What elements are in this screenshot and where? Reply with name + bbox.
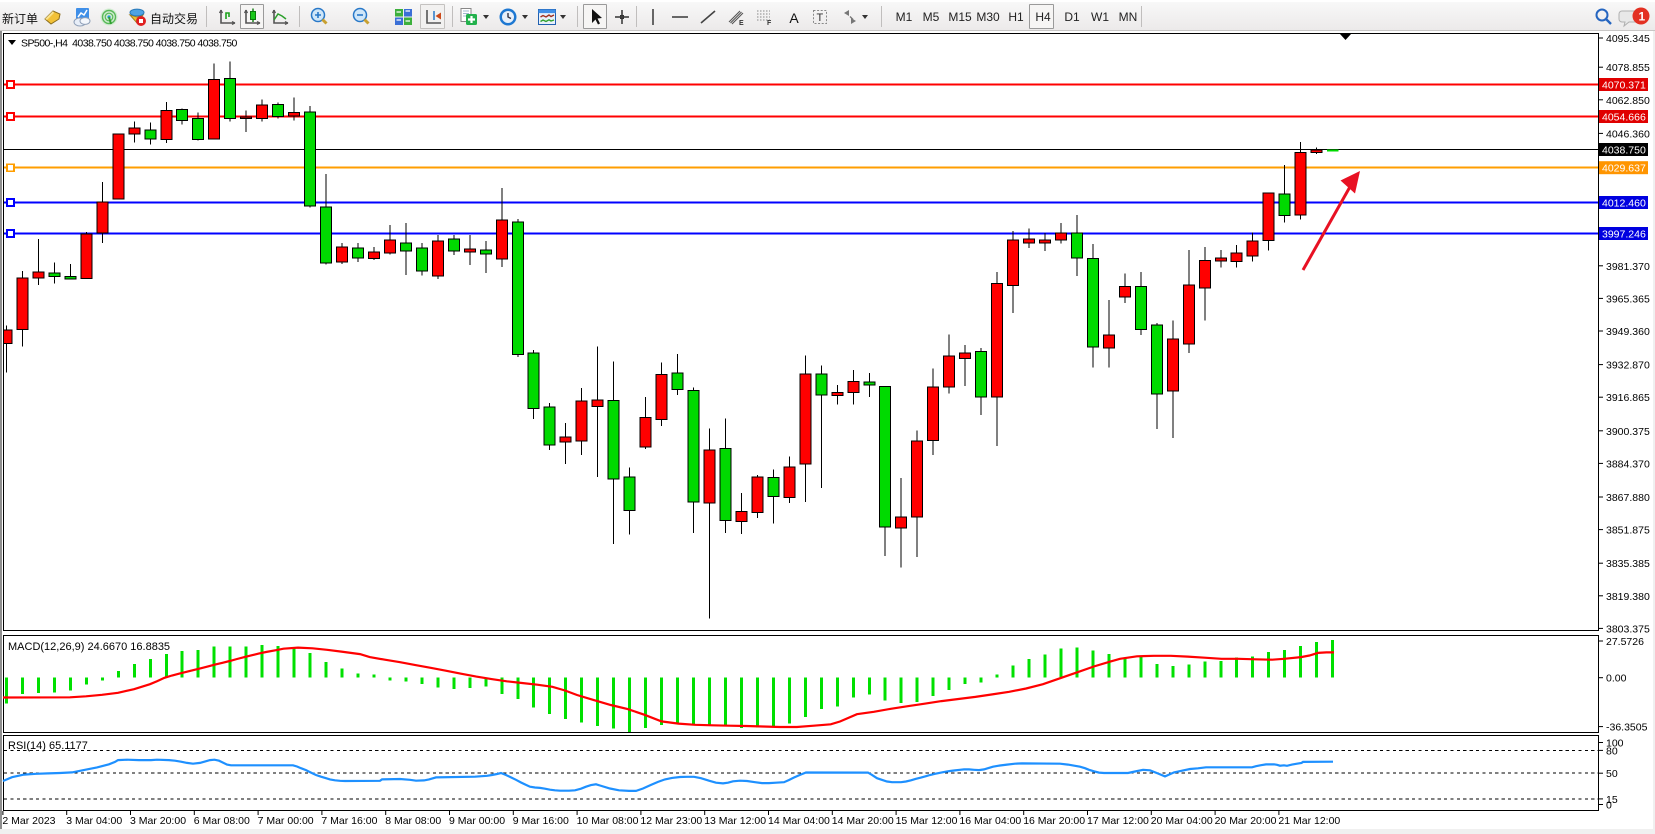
svg-text:7 Mar 00:00: 7 Mar 00:00 [258, 815, 314, 827]
svg-text:MACD(12,26,9) 24.6670 16.8835: MACD(12,26,9) 24.6670 16.8835 [8, 641, 170, 653]
svg-text:80: 80 [1606, 745, 1618, 757]
svg-text:17 Mar 12:00: 17 Mar 12:00 [1087, 815, 1149, 827]
svg-text:4046.360: 4046.360 [1606, 128, 1650, 140]
svg-text:3949.360: 3949.360 [1606, 326, 1650, 338]
svg-text:13 Mar 12:00: 13 Mar 12:00 [704, 815, 766, 827]
svg-text:3 Mar 20:00: 3 Mar 20:00 [130, 815, 186, 827]
svg-text:9 Mar 00:00: 9 Mar 00:00 [449, 815, 505, 827]
svg-text:16 Mar 20:00: 16 Mar 20:00 [1023, 815, 1085, 827]
svg-text:3835.385: 3835.385 [1606, 558, 1650, 570]
svg-text:4038.750: 4038.750 [1602, 145, 1646, 157]
svg-text:3851.875: 3851.875 [1606, 525, 1650, 537]
svg-text:4078.855: 4078.855 [1606, 62, 1650, 74]
svg-text:10 Mar 08:00: 10 Mar 08:00 [577, 815, 639, 827]
svg-text:1: 1 [1639, 10, 1646, 24]
svg-text:SP500-,H4 4038.750 4038.750 4: SP500-,H4 4038.750 4038.750 4038.750 403… [21, 38, 238, 50]
svg-text:20 Mar 04:00: 20 Mar 04:00 [1151, 815, 1213, 827]
svg-text:4029.637: 4029.637 [1602, 163, 1646, 175]
svg-text:3932.870: 3932.870 [1606, 360, 1650, 372]
svg-text:3 Mar 04:00: 3 Mar 04:00 [66, 815, 122, 827]
svg-text:16 Mar 04:00: 16 Mar 04:00 [959, 815, 1021, 827]
svg-text:15: 15 [1606, 794, 1618, 806]
svg-text:100: 100 [1606, 738, 1624, 750]
svg-text:3819.380: 3819.380 [1606, 591, 1650, 603]
svg-text:3884.370: 3884.370 [1606, 458, 1650, 470]
svg-text:14 Mar 04:00: 14 Mar 04:00 [768, 815, 830, 827]
svg-text:4095.345: 4095.345 [1606, 33, 1650, 45]
svg-text:3900.375: 3900.375 [1606, 426, 1650, 438]
svg-text:T: T [817, 12, 824, 24]
svg-text:0: 0 [1606, 800, 1612, 812]
svg-text:14 Mar 20:00: 14 Mar 20:00 [832, 815, 894, 827]
svg-text:12 Mar 23:00: 12 Mar 23:00 [640, 815, 702, 827]
svg-text:2 Mar 2023: 2 Mar 2023 [2, 815, 55, 827]
svg-text:3803.375: 3803.375 [1606, 623, 1650, 635]
svg-text:4054.666: 4054.666 [1602, 112, 1646, 124]
svg-text:15 Mar 12:00: 15 Mar 12:00 [896, 815, 958, 827]
svg-text:3965.365: 3965.365 [1606, 293, 1650, 305]
svg-text:21 Mar 12:00: 21 Mar 12:00 [1278, 815, 1340, 827]
svg-text:4062.850: 4062.850 [1606, 95, 1650, 107]
svg-text:E: E [739, 20, 744, 27]
svg-text:7 Mar 16:00: 7 Mar 16:00 [321, 815, 377, 827]
svg-text:6 Mar 08:00: 6 Mar 08:00 [194, 815, 250, 827]
svg-text:3981.370: 3981.370 [1606, 261, 1650, 273]
svg-text:-36.3505: -36.3505 [1606, 722, 1648, 734]
svg-text:50: 50 [1606, 768, 1618, 780]
svg-text:9 Mar 16:00: 9 Mar 16:00 [513, 815, 569, 827]
svg-text:3867.880: 3867.880 [1606, 492, 1650, 504]
svg-text:3916.865: 3916.865 [1606, 392, 1650, 404]
svg-text:3997.246: 3997.246 [1602, 229, 1646, 241]
svg-text:F: F [767, 20, 772, 27]
svg-text:27.5726: 27.5726 [1606, 636, 1644, 648]
svg-text:0.00: 0.00 [1606, 673, 1627, 685]
svg-text:4012.460: 4012.460 [1602, 198, 1646, 210]
svg-text:8 Mar 08:00: 8 Mar 08:00 [385, 815, 441, 827]
svg-text:RSI(14) 65.1177: RSI(14) 65.1177 [8, 740, 88, 752]
svg-text:20 Mar 20:00: 20 Mar 20:00 [1215, 815, 1277, 827]
svg-text:4070.371: 4070.371 [1602, 80, 1646, 92]
